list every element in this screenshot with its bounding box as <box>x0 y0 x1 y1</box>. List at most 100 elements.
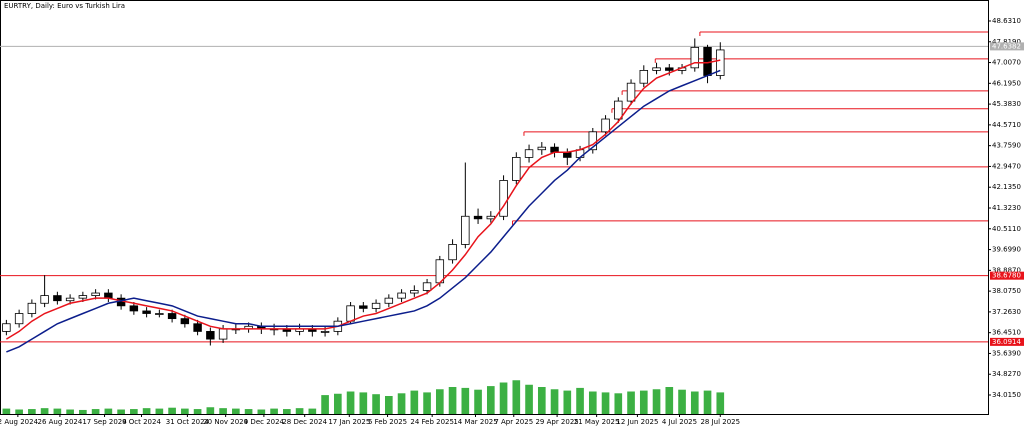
y-tick-label: 38.8870 <box>992 266 1021 274</box>
x-tick-label: 4 Jul 2025 <box>662 418 697 426</box>
candle-body <box>524 149 534 158</box>
volume-bar <box>627 391 635 414</box>
candle-body <box>473 215 483 220</box>
volume-bar <box>435 389 444 414</box>
x-tick-label: 5 Feb 2025 <box>368 418 407 426</box>
candle-body <box>65 297 75 302</box>
level-label: 36.0914 <box>992 338 1021 346</box>
volume-bar <box>385 396 393 414</box>
level-label: 47.6382 <box>992 42 1021 50</box>
volume-bar <box>397 393 406 414</box>
y-tick-label: 35.6390 <box>992 349 1021 357</box>
x-tick-label: 12 Jun 2025 <box>616 418 658 426</box>
volume-bar <box>525 384 533 414</box>
volume-bar <box>308 408 317 414</box>
candle-body <box>716 49 725 76</box>
volume-bar <box>690 391 699 414</box>
x-tick-label: 28 Dec 2024 <box>282 418 327 426</box>
volume-bar <box>563 390 572 414</box>
chart-title: EURTRY, Daily: Euro vs Turkish Lira <box>4 2 125 10</box>
volume-bar <box>206 407 215 414</box>
y-tick-label: 40.5110 <box>992 225 1021 233</box>
volume-bar <box>117 409 125 414</box>
candle-body <box>614 100 623 120</box>
candle-body <box>346 305 355 322</box>
volume-bar <box>639 390 648 414</box>
volume-bar <box>104 408 113 414</box>
volume-bar <box>28 409 36 414</box>
volume-bar <box>678 389 686 414</box>
candle-body <box>410 290 419 294</box>
candle-body <box>193 323 202 332</box>
x-tick-label: 2 Aug 2024 <box>0 418 39 426</box>
candle-body <box>639 69 649 84</box>
candle-body <box>537 146 547 151</box>
volume-bar <box>2 408 11 414</box>
volume-bar <box>512 380 521 414</box>
volume-bar <box>91 409 100 414</box>
candle-body <box>206 331 215 340</box>
y-tick-label: 42.1350 <box>992 183 1021 191</box>
volume-bar <box>576 387 584 414</box>
x-tick-label: 17 Sep 2024 <box>82 418 127 426</box>
x-tick-label: 31 Oct 2024 <box>166 418 210 426</box>
candle-body <box>129 305 139 312</box>
candle-body <box>53 295 62 302</box>
volume-bar <box>461 387 470 414</box>
candle-body <box>2 323 11 332</box>
candle-body <box>180 318 190 325</box>
volume-bar <box>155 408 164 414</box>
volume-bar <box>257 409 266 414</box>
level-label-bg <box>990 42 1024 51</box>
candle-body <box>422 282 432 291</box>
candle-body <box>550 146 559 153</box>
level-label-bg <box>990 271 1024 280</box>
volume-bar <box>486 386 495 414</box>
candle-body <box>512 157 521 181</box>
volume-bar <box>219 408 227 414</box>
volume-bar <box>193 409 202 414</box>
volume-bar <box>550 389 559 414</box>
volume-bar <box>665 387 674 414</box>
volume-bar <box>537 387 546 414</box>
candle-body <box>91 292 100 296</box>
volume-bar <box>588 391 597 414</box>
x-tick-label: 29 Apr 2025 <box>535 418 578 426</box>
y-tick-label: 34.0150 <box>992 391 1021 399</box>
candle-body <box>40 295 49 304</box>
volume-bar <box>270 408 278 414</box>
y-tick-label: 45.3830 <box>992 100 1021 108</box>
volume-bar <box>181 408 189 414</box>
volume-bar <box>359 392 368 414</box>
volume-bar <box>295 408 304 414</box>
candle-body <box>486 215 496 220</box>
x-tick-label: 9 Dec 2024 <box>244 418 285 426</box>
plot-frame <box>0 0 989 415</box>
volume-bar <box>244 409 253 414</box>
candle-body <box>665 67 674 71</box>
x-tick-label: 17 Jan 2025 <box>328 418 370 426</box>
candle-body <box>371 302 381 309</box>
candle-body <box>448 244 457 261</box>
candle-body <box>155 313 164 315</box>
y-tick-label: 42.9470 <box>992 162 1021 170</box>
candle-body <box>27 302 37 314</box>
level-label: 38.6780 <box>992 272 1021 280</box>
level-label-bg <box>990 337 1024 346</box>
y-tick-label: 38.0750 <box>992 287 1021 295</box>
moving-average <box>5 59 721 340</box>
y-tick-label: 36.4510 <box>992 329 1021 337</box>
y-tick-label: 43.7590 <box>992 142 1021 150</box>
volume-bar <box>334 393 342 414</box>
candle-body <box>652 67 661 71</box>
candle-body <box>384 297 394 304</box>
volume-bar <box>321 395 329 414</box>
volume-bar <box>499 382 508 414</box>
y-tick-label: 34.8270 <box>992 370 1021 378</box>
x-tick-label: 20 Nov 2024 <box>203 418 248 426</box>
y-tick-label: 41.3230 <box>992 204 1021 212</box>
volume-bar <box>232 408 240 414</box>
candle-body <box>499 180 508 217</box>
candle-body <box>78 295 88 299</box>
